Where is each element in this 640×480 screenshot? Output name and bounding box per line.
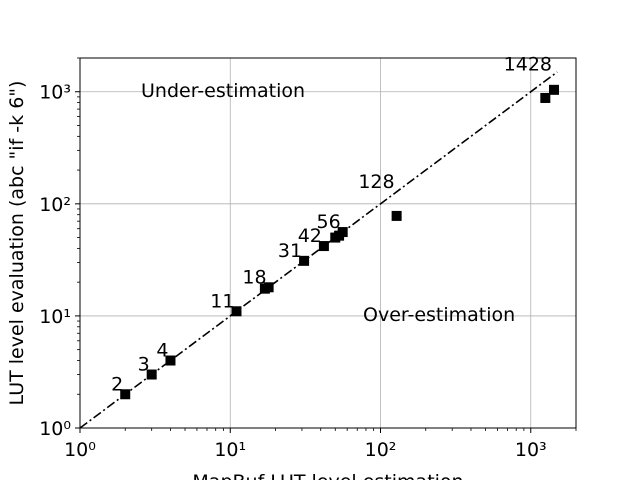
data-point	[165, 355, 176, 366]
point-label: 4	[156, 340, 168, 362]
point-label: 1428	[504, 53, 552, 75]
x-axis-label: MapBuf LUT level estimation	[192, 471, 463, 480]
data-point	[540, 92, 551, 103]
annotation-over-estimation: Over-estimation	[363, 304, 515, 326]
point-label: 2	[111, 373, 123, 395]
x-tick-label: 10⁰	[64, 439, 96, 461]
plot-frame	[79, 57, 577, 429]
data-point	[549, 84, 560, 95]
point-label: 3	[138, 354, 150, 376]
x-tick-label: 10²	[365, 439, 397, 461]
annotation-under-estimation: Under-estimation	[141, 80, 305, 102]
point-label: 31	[278, 240, 302, 262]
point-label: 128	[358, 171, 394, 193]
data-point	[120, 389, 131, 400]
reference-line	[79, 71, 558, 429]
x-tick-label: 10³	[515, 439, 547, 461]
point-label: 56	[316, 211, 340, 233]
point-label: 18	[242, 266, 266, 288]
axis-ticks: 10⁰ 10¹ 10² 10³ 10⁰ 10¹ 10² 10³	[39, 57, 577, 461]
reference-line-group	[79, 71, 558, 429]
y-tick-label: 10²	[39, 194, 71, 216]
data-point	[231, 306, 242, 317]
data-markers	[120, 84, 560, 400]
data-point	[263, 282, 274, 293]
data-point	[146, 369, 157, 380]
point-label: 42	[298, 225, 322, 247]
y-tick-label: 10¹	[39, 306, 71, 328]
data-point	[299, 255, 310, 266]
data-point	[318, 241, 329, 252]
x-tick-label: 10¹	[214, 439, 246, 461]
y-tick-label: 10⁰	[39, 418, 71, 440]
data-point	[337, 227, 348, 238]
y-axis-label: LUT level evaluation (abc "if -k 6")	[6, 81, 28, 406]
point-label: 11	[210, 290, 234, 312]
data-point	[391, 210, 402, 221]
y-tick-label: 10³	[39, 82, 71, 104]
